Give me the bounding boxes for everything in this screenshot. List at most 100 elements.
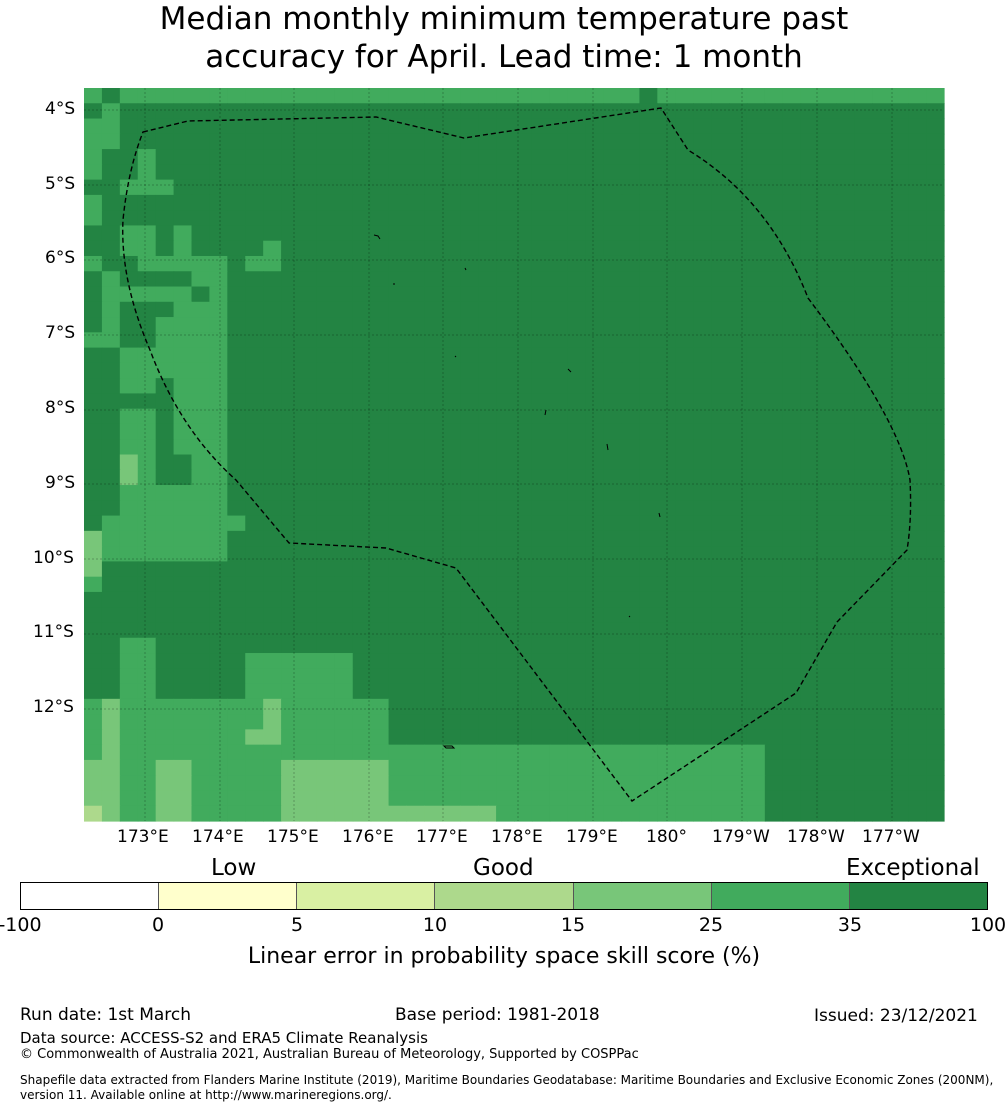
grid-cell [137, 561, 157, 578]
grid-cell [585, 332, 605, 349]
grid-cell [872, 255, 891, 272]
grid-cell [316, 530, 336, 547]
grid-cell [245, 759, 264, 776]
grid-cell [334, 439, 354, 456]
grid-cell [746, 210, 766, 227]
grid-cell [585, 301, 605, 318]
grid-cell [388, 805, 408, 822]
grid-cell [549, 576, 569, 593]
grid-cell [478, 317, 497, 333]
grid-cell [406, 393, 426, 410]
grid-cell [388, 301, 408, 318]
grid-cell [496, 103, 515, 120]
grid-cell [782, 454, 802, 471]
grid-cell [639, 225, 658, 242]
grid-cell [209, 378, 228, 395]
grid-cell [209, 775, 228, 792]
grid-cell [693, 88, 712, 104]
grid-cell [245, 347, 264, 364]
grid-cell [209, 469, 228, 486]
grid-cell [872, 179, 891, 196]
grid-cell [316, 653, 336, 669]
grid-cell [281, 637, 300, 654]
grid-cell [782, 378, 802, 395]
grid-cell [693, 194, 712, 211]
grid-cell [531, 347, 551, 364]
grid-cell [119, 133, 139, 150]
issued-date: Issued: 23/12/2021 [814, 1006, 978, 1026]
grid-cell [675, 530, 694, 547]
grid-cell [101, 637, 121, 654]
grid-cell [442, 271, 461, 288]
grid-cell [549, 729, 569, 746]
grid-cell [442, 469, 461, 486]
grid-cell [460, 668, 479, 685]
grid-cell [711, 759, 730, 776]
grid-cell [729, 301, 748, 318]
grid-cell [227, 775, 246, 792]
grid-cell [818, 255, 838, 272]
grid-cell [585, 179, 605, 196]
grid-cell [854, 210, 873, 227]
grid-cell [872, 744, 891, 761]
grid-cell [496, 561, 515, 578]
grid-cell [388, 790, 408, 807]
grid-cell [657, 698, 676, 715]
grid-cell [746, 378, 766, 395]
grid-cell [693, 408, 712, 425]
grid-cell [926, 210, 945, 227]
grid-cell [531, 225, 551, 242]
grid-cell [460, 790, 479, 807]
grid-cell [84, 164, 103, 181]
grid-cell [908, 347, 927, 364]
grid-cell [245, 485, 264, 501]
grid-cell [657, 286, 676, 303]
shapefile-credit-2: version 11. Available online at http://w… [20, 1088, 392, 1102]
grid-cell [926, 530, 945, 547]
grid-cell [639, 561, 658, 578]
grid-cell [460, 149, 479, 165]
grid-cell [424, 653, 443, 669]
grid-cell [621, 393, 641, 410]
grid-cell [316, 561, 336, 578]
grid-cell [155, 759, 175, 776]
grid-cell [729, 118, 748, 135]
grid-cell [782, 362, 802, 379]
grid-cell [746, 637, 766, 654]
grid-cell [657, 805, 676, 822]
grid-cell [299, 118, 318, 135]
grid-cell [729, 332, 748, 349]
grid-cell [890, 347, 909, 364]
grid-cell [84, 454, 103, 471]
grid-cell [227, 362, 246, 379]
grid-cell [621, 759, 641, 776]
grid-cell [406, 469, 426, 486]
grid-cell [101, 362, 121, 379]
grid-cell [84, 439, 103, 456]
grid-cell [245, 255, 264, 272]
grid-cell [729, 500, 748, 517]
grid-cell [155, 133, 175, 150]
grid-cell [119, 255, 139, 272]
grid-cell [137, 240, 157, 257]
grid-cell [854, 744, 873, 761]
grid-cell [872, 775, 891, 792]
grid-cell [782, 805, 802, 822]
grid-cell [84, 775, 103, 792]
grid-cell [263, 454, 282, 471]
grid-cell [245, 408, 264, 425]
grid-cell [388, 698, 408, 715]
grid-cell [370, 317, 390, 333]
grid-cell [245, 653, 264, 669]
grid-cell [746, 698, 766, 715]
grid-cell [818, 714, 838, 730]
grid-cell [84, 805, 103, 822]
grid-cell [693, 683, 712, 700]
grid-cell [84, 546, 103, 562]
grid-cell [872, 362, 891, 379]
grid-cell [316, 744, 336, 761]
grid-cell [155, 210, 175, 227]
grid-cell [549, 546, 569, 562]
grid-cell [514, 668, 533, 685]
grid-cell [352, 88, 372, 104]
